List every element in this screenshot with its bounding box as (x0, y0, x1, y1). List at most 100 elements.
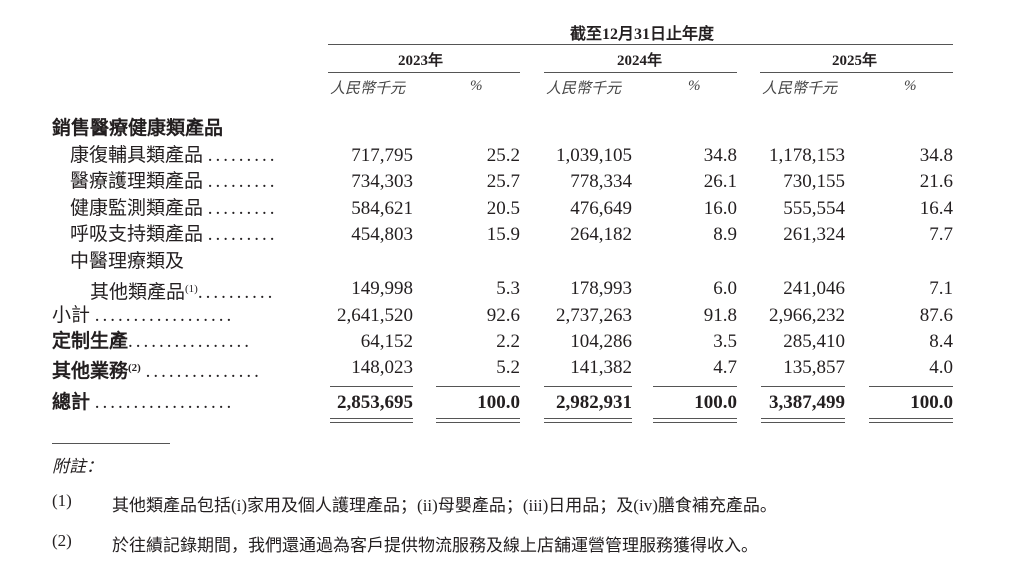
leader-dots: .......... (197, 282, 276, 303)
unit-amount-2025: 人民幣千元 (762, 81, 838, 97)
row-label: 健康監測類產品 (70, 198, 204, 219)
row-label: 其他類產品 (90, 282, 186, 303)
cell: 5.3 (496, 278, 520, 299)
cell: 7.1 (929, 278, 953, 299)
cell: 2,966,232 (769, 305, 845, 326)
double-rule (653, 422, 737, 423)
double-rule (869, 422, 953, 423)
table-row: 醫療護理類產品 ......... 734,303 25.7 778,334 26.1… (0, 169, 1024, 195)
row-label: 總計 (52, 392, 91, 413)
cell: 20.5 (486, 198, 520, 219)
notes-title: 附註： (52, 457, 103, 476)
year-2023: 2023年 (398, 53, 444, 69)
cell: 2,853,695 (337, 392, 413, 413)
footnote-ref: (2) (128, 362, 141, 374)
total-rule (436, 386, 520, 387)
double-rule (761, 422, 845, 423)
unit-pct-2023: % (470, 78, 483, 94)
cell: 3.5 (713, 331, 737, 352)
cell: 2.2 (496, 331, 520, 352)
table-row: 定制生產................ 64,152 2.2 104,286 3.5… (0, 329, 1024, 355)
year-rule-2025 (760, 72, 953, 73)
total-rule (653, 386, 737, 387)
cell: 34.8 (703, 145, 737, 166)
year-rule-2023 (328, 72, 520, 73)
cell: 2,737,263 (556, 305, 632, 326)
row-label: 其他業務 (52, 361, 129, 382)
row-label: 小計 (52, 305, 91, 326)
cell: 261,324 (783, 224, 845, 245)
cell: 104,286 (570, 331, 632, 352)
cell: 4.7 (713, 357, 737, 378)
cell: 264,182 (570, 224, 632, 245)
row-label: 呼吸支持類產品 (70, 224, 204, 245)
period-header: 截至12月31日止年度 (570, 26, 715, 43)
section-title-row: 銷售醫療健康類產品 (0, 116, 1024, 142)
table-row: 康復輔具類產品 ......... 717,795 25.2 1,039,105 34… (0, 143, 1024, 169)
footnote-ref: (1) (185, 283, 198, 295)
cell: 8.4 (929, 331, 953, 352)
leader-dots: ......... (207, 145, 278, 166)
cell: 1,178,153 (769, 145, 845, 166)
year-2024: 2024年 (617, 53, 663, 69)
cell: 1,039,105 (556, 145, 632, 166)
double-rule (653, 418, 737, 419)
cell: 4.0 (929, 357, 953, 378)
cell: 148,023 (351, 357, 413, 378)
cell: 2,641,520 (337, 305, 413, 326)
cell: 734,303 (351, 171, 413, 192)
cell: 5.2 (496, 357, 520, 378)
table-row: 呼吸支持類產品 ......... 454,803 15.9 264,182 8.9 2… (0, 222, 1024, 248)
table-row: 其他類產品(1).......... 149,998 5.3 178,993 6.0 2… (0, 276, 1024, 303)
leader-dots: .................. (94, 392, 235, 413)
leader-dots: ......... (207, 198, 278, 219)
unit-pct-2024: % (688, 78, 701, 94)
cell: 100.0 (694, 392, 737, 413)
table-row: 其他業務(2) ............... 148,023 5.2 141,38… (0, 355, 1024, 382)
cell: 135,857 (783, 357, 845, 378)
cell: 25.2 (486, 145, 520, 166)
cell: 100.0 (910, 392, 953, 413)
cell: 64,152 (360, 331, 413, 352)
cell: 21.6 (919, 171, 953, 192)
cell: 454,803 (351, 224, 413, 245)
total-rule (330, 386, 413, 387)
note-text: 於往績記錄期間，我們還通過為客戶提供物流服務及線上店舖運營管理服務獲得收入。 (112, 536, 758, 555)
double-rule (436, 422, 520, 423)
table-row-subtotal: 小計 .................. 2,641,520 92.6 2,737… (0, 303, 1024, 329)
cell: 26.1 (703, 171, 737, 192)
header-rule (328, 44, 953, 45)
double-rule (330, 422, 413, 423)
year-rule-2024 (544, 72, 737, 73)
cell: 8.9 (713, 224, 737, 245)
cell: 100.0 (477, 392, 520, 413)
cell: 730,155 (783, 171, 845, 192)
double-rule (544, 418, 632, 419)
table-row-label-line1: 中醫理療類及 (0, 249, 1024, 275)
cell: 87.6 (919, 305, 953, 326)
total-rule (544, 386, 632, 387)
total-rule (869, 386, 953, 387)
cell: 2,982,931 (556, 392, 632, 413)
cell: 778,334 (570, 171, 632, 192)
cell: 241,046 (783, 278, 845, 299)
double-rule (330, 418, 413, 419)
note-number: (2) (52, 531, 72, 550)
unit-pct-2025: % (904, 78, 917, 94)
unit-amount-2024: 人民幣千元 (546, 81, 622, 97)
double-rule (869, 418, 953, 419)
table-row-total: 總計 .................. 2,853,695 100.0 2,98… (0, 390, 1024, 416)
double-rule (544, 422, 632, 423)
cell: 16.0 (703, 198, 737, 219)
year-2025: 2025年 (832, 53, 878, 69)
double-rule (436, 418, 520, 419)
cell: 584,621 (351, 198, 413, 219)
cell: 149,998 (351, 278, 413, 299)
cell: 91.8 (703, 305, 737, 326)
cell: 34.8 (919, 145, 953, 166)
cell: 141,382 (570, 357, 632, 378)
cell: 15.9 (486, 224, 520, 245)
cell: 7.7 (929, 224, 953, 245)
leader-dots: .................. (94, 305, 235, 326)
section-title: 銷售醫療健康類產品 (52, 118, 224, 139)
